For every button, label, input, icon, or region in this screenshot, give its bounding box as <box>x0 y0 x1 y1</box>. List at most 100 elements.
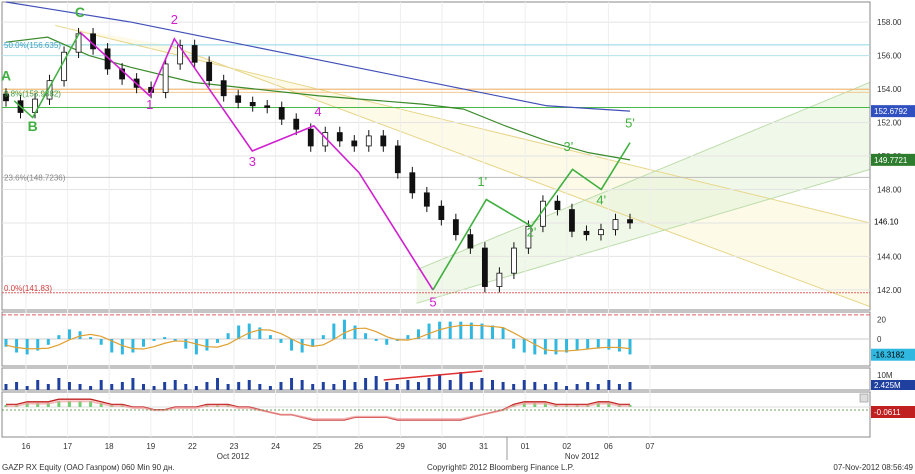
volume-bar <box>575 384 579 390</box>
candle-body <box>278 107 285 120</box>
wave-label: 4' <box>596 193 606 208</box>
month-label-nov: Nov 2012 <box>565 452 600 461</box>
price-tick-label: 148.00 <box>877 185 902 194</box>
macd-bar <box>67 329 71 339</box>
volume-bar <box>596 384 600 390</box>
x-tick-label: 19 <box>146 442 155 451</box>
volume-bar <box>67 382 71 390</box>
volume-bar <box>57 378 61 390</box>
volume-bar <box>459 372 463 390</box>
volume-value-box <box>871 380 915 390</box>
macd-bar <box>575 339 579 351</box>
macd-bar <box>342 319 346 339</box>
volume-bar <box>311 384 315 390</box>
candle-body <box>336 132 343 142</box>
price-tick-label: 154.00 <box>877 85 902 94</box>
bloomberg-chart: 50.0%(156.635) 9.8%(153.9882) 23.6%(148.72… <box>1 1 915 461</box>
osc-value-box <box>871 406 915 418</box>
osc-bar <box>533 403 537 407</box>
volume-bar <box>342 380 346 390</box>
volume-bar <box>141 384 145 390</box>
volume-bar <box>15 382 19 390</box>
x-tick-label: 07 <box>646 442 655 451</box>
macd-bar <box>36 339 40 351</box>
macd-bar <box>268 335 272 339</box>
fib-label-mid: 9.8%(153.9882) <box>4 90 61 99</box>
volume-bar <box>36 380 40 390</box>
macd-bar <box>374 339 378 341</box>
candle-body <box>235 95 242 103</box>
macd-bar <box>321 335 325 339</box>
volume-bar <box>416 382 420 390</box>
panel-settings-icon <box>859 393 869 403</box>
candle-body <box>191 45 198 63</box>
month-label-oct: Oct 2012 <box>217 452 250 461</box>
x-tick-label: 30 <box>438 442 447 451</box>
ma-blue-value-box <box>871 105 915 118</box>
volume-bar <box>543 384 547 390</box>
x-tick-label: 23 <box>230 442 239 451</box>
volume-bar <box>364 378 368 390</box>
macd-bar <box>120 339 124 355</box>
volume-bar <box>4 384 8 390</box>
volume-bar <box>152 386 156 390</box>
wave-label: C <box>75 4 85 20</box>
macd-bar <box>617 339 621 352</box>
macd-value-box <box>871 348 915 361</box>
x-tick-label: 22 <box>188 442 197 451</box>
volume-bar <box>321 382 325 390</box>
macd-bar <box>279 339 283 343</box>
wave-label: A <box>1 68 11 84</box>
volume-bar <box>46 384 50 390</box>
ma-blue-line <box>5 1 631 112</box>
x-tick-label: 18 <box>105 442 114 451</box>
volume-bar <box>469 382 473 390</box>
volume-bar <box>290 378 294 390</box>
candle-body <box>467 234 474 249</box>
macd-bar <box>25 339 29 355</box>
candle-body <box>569 209 575 232</box>
candle-body <box>423 192 430 207</box>
lower-panel-frame-1 <box>1 367 871 391</box>
macd-bar <box>427 323 431 339</box>
volume-trendline <box>383 370 483 381</box>
candle-body <box>511 247 517 274</box>
candle-body <box>481 247 488 287</box>
wave-label: 1' <box>477 174 487 189</box>
volume-bar <box>491 380 495 390</box>
ma-green-line <box>5 36 631 161</box>
macd-bar <box>247 323 251 339</box>
volume-bar <box>163 382 167 390</box>
macd-bar <box>565 339 569 353</box>
volume-bar <box>522 380 526 390</box>
x-tick-label: 26 <box>354 442 363 451</box>
wave-label: 5 <box>429 295 436 310</box>
macd-bar <box>448 321 452 339</box>
candle-body <box>627 219 633 224</box>
volume-bar <box>268 386 272 390</box>
macd-bar <box>469 322 473 339</box>
price-tick-label: 152.00 <box>877 119 902 128</box>
macd-bar <box>78 331 82 339</box>
volume-bar <box>216 378 220 390</box>
macd-bar <box>237 325 241 339</box>
last-price-value-box <box>871 215 915 228</box>
volume-bar <box>438 374 442 390</box>
wave-label: 5' <box>625 116 635 131</box>
macd-bar <box>586 339 590 349</box>
volume-bar <box>279 382 283 390</box>
macd-bar <box>543 339 547 355</box>
candle-body <box>249 102 256 107</box>
volume-bar <box>554 382 558 390</box>
volume-bar <box>173 380 177 390</box>
macd-bar <box>332 323 336 339</box>
osc-bar <box>67 401 71 407</box>
footer-copyright: Copyright© 2012 Bloomberg Finance L.P. <box>427 463 575 472</box>
macd-bar <box>15 339 19 353</box>
volume-bar <box>332 384 336 390</box>
wave-label: 3 <box>249 154 256 169</box>
osc-bar <box>36 403 40 407</box>
candle-body <box>525 225 532 249</box>
volume-bar <box>628 382 632 390</box>
